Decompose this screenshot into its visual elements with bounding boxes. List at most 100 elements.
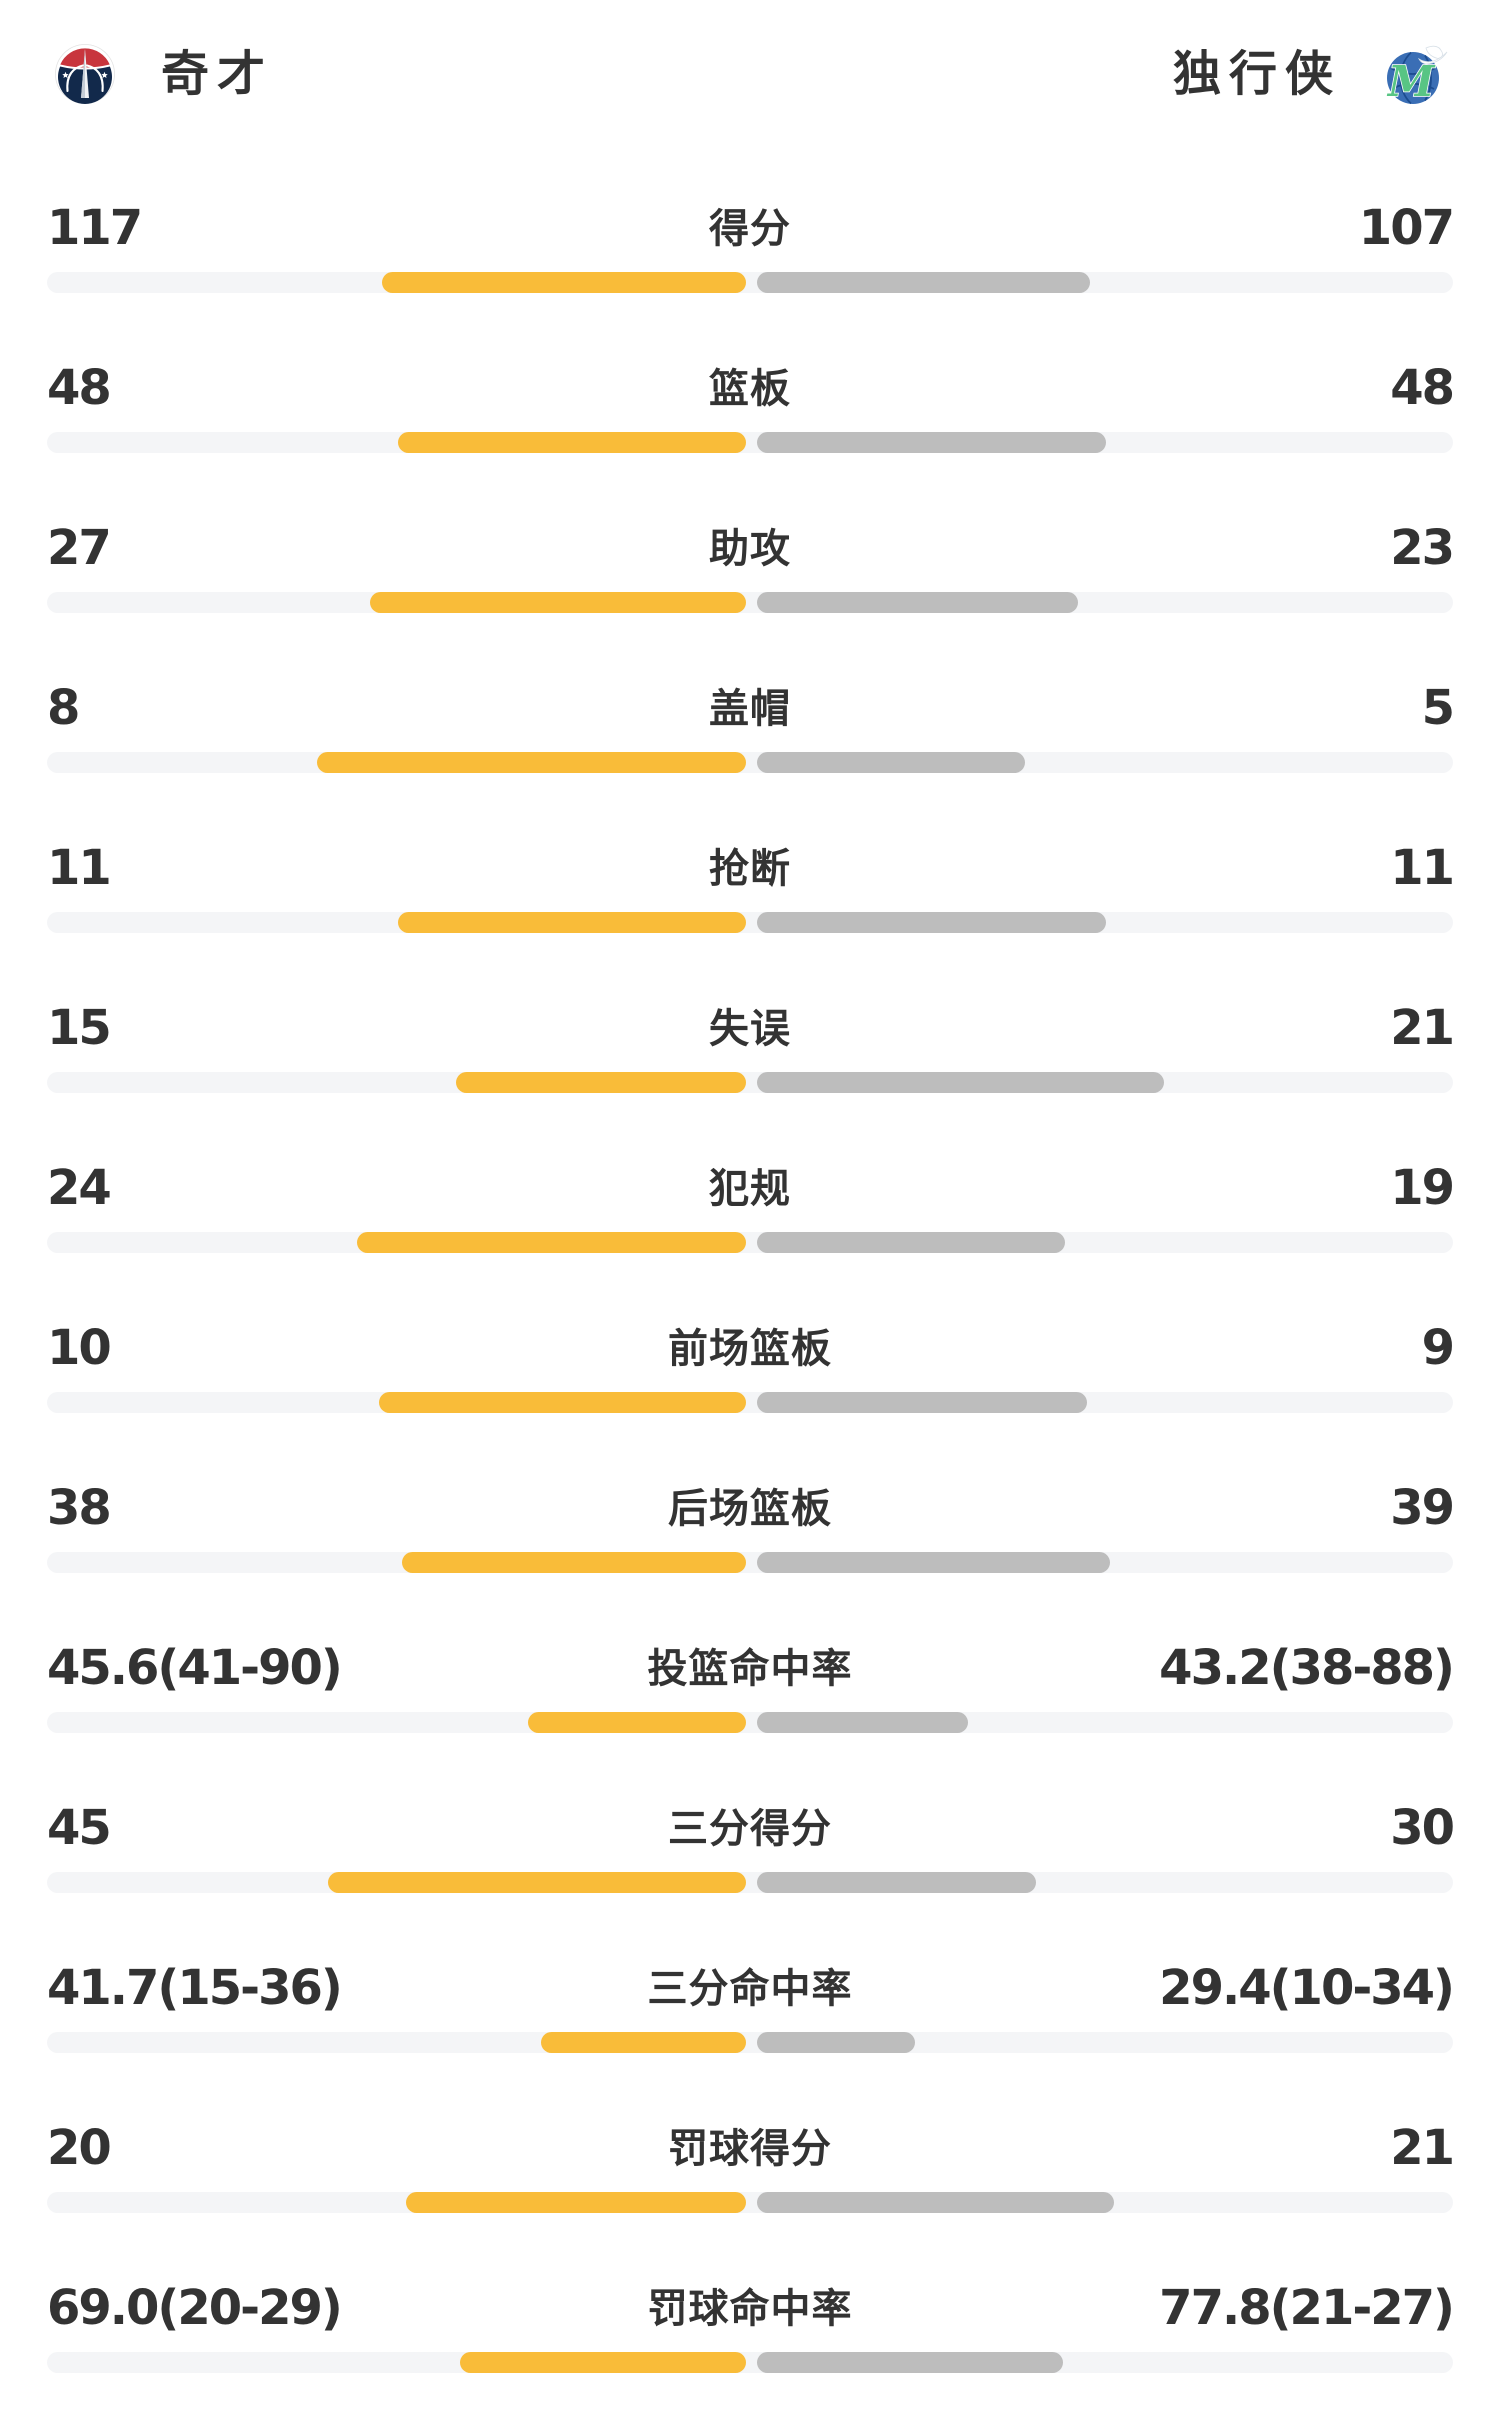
stat-bar-left: [317, 752, 746, 773]
stat-value-right: 5: [1421, 680, 1455, 736]
stat-row: 10 前场篮板 9: [0, 1310, 1500, 1470]
stat-row: 48 篮板 48: [0, 350, 1500, 510]
stat-value-left: 15: [47, 1000, 112, 1056]
stat-label: 助攻: [709, 526, 791, 572]
team-right: 独行侠 M: [1173, 43, 1451, 105]
mavericks-logo: M: [1385, 45, 1448, 105]
stat-label: 篮板: [709, 366, 791, 412]
stat-bar-right: [757, 1712, 968, 1733]
stat-text-line: 15 失误 21: [0, 1003, 1500, 1053]
team-right-name: 独行侠: [1172, 46, 1341, 102]
stat-bar-left: [398, 432, 746, 453]
stat-value-right: 48: [1390, 360, 1455, 416]
stat-label: 三分命中率: [647, 1966, 853, 2012]
stat-row: 41.7(15-36) 三分命中率 29.4(10-34): [0, 1950, 1500, 2110]
stat-bar-track: [47, 752, 1453, 773]
stat-row: 117 得分 107: [0, 190, 1500, 350]
stat-row: 69.0(20-29) 罚球命中率 77.8(21-27): [0, 2270, 1500, 2430]
stat-bar-right: [757, 1232, 1065, 1253]
stat-bar-right: [757, 2352, 1063, 2373]
stat-row: 38 后场篮板 39: [0, 1470, 1500, 1630]
stat-bar-right: [757, 1072, 1164, 1093]
stat-label: 罚球命中率: [647, 2286, 853, 2332]
stat-bar-right: [757, 2032, 915, 2053]
stat-value-left: 20: [47, 2120, 112, 2176]
stat-value-left: 45: [47, 1800, 112, 1856]
stat-bar-track: [47, 1072, 1453, 1093]
stat-value-left: 117: [47, 200, 143, 256]
wizards-logo: [55, 44, 115, 104]
stat-bar-track: [47, 432, 1453, 453]
stat-label: 盖帽: [709, 686, 791, 732]
stat-bar-right: [757, 912, 1106, 933]
stat-text-line: 27 助攻 23: [0, 523, 1500, 573]
stat-text-line: 45 三分得分 30: [0, 1803, 1500, 1853]
stat-text-line: 69.0(20-29) 罚球命中率 77.8(21-27): [0, 2283, 1500, 2333]
stat-value-left: 27: [47, 520, 112, 576]
stat-value-left: 45.6(41-90): [47, 1640, 343, 1696]
svg-text:M: M: [1386, 57, 1436, 105]
stat-text-line: 8 盖帽 5: [0, 683, 1500, 733]
stat-value-left: 48: [47, 360, 112, 416]
stat-value-right: 11: [1390, 840, 1455, 896]
stat-row: 27 助攻 23: [0, 510, 1500, 670]
stat-bar-track: [47, 1712, 1453, 1733]
stat-bar-right: [757, 1872, 1036, 1893]
stat-label: 犯规: [709, 1166, 791, 1212]
stat-bar-track: [47, 592, 1453, 613]
stat-bar-left: [370, 592, 746, 613]
stat-bar-track: [47, 1232, 1453, 1253]
stat-bar-right: [757, 272, 1090, 293]
stat-bar-left: [528, 1712, 746, 1733]
stat-row: 8 盖帽 5: [0, 670, 1500, 830]
stat-bar-right: [757, 1552, 1110, 1573]
stat-label: 后场篮板: [668, 1486, 832, 1532]
stat-bar-right: [757, 432, 1106, 453]
stat-value-right: 19: [1390, 1160, 1455, 1216]
stat-value-right: 23: [1390, 520, 1455, 576]
stat-value-right: 29.4(10-34): [1159, 1960, 1455, 2016]
stat-row: 24 犯规 19: [0, 1150, 1500, 1310]
stat-bar-right: [757, 752, 1025, 773]
stat-label: 抢断: [709, 846, 791, 892]
stat-row: 45 三分得分 30: [0, 1790, 1500, 1950]
stat-value-right: 30: [1390, 1800, 1455, 1856]
stat-value-left: 41.7(15-36): [47, 1960, 343, 2016]
stat-label: 投篮命中率: [647, 1646, 853, 1692]
stat-bar-track: [47, 1872, 1453, 1893]
stat-label: 前场篮板: [668, 1326, 832, 1372]
stat-text-line: 11 抢断 11: [0, 843, 1500, 893]
stat-value-right: 107: [1358, 200, 1455, 256]
team-left: 奇才: [55, 44, 273, 104]
stat-text-line: 10 前场篮板 9: [0, 1323, 1500, 1373]
stat-label: 罚球得分: [668, 2126, 832, 2172]
team-left-name: 奇才: [161, 46, 274, 102]
stat-bar-left: [328, 1872, 746, 1893]
stat-value-right: 21: [1390, 1000, 1455, 1056]
stat-text-line: 45.6(41-90) 投篮命中率 43.2(38-88): [0, 1643, 1500, 1693]
stat-text-line: 41.7(15-36) 三分命中率 29.4(10-34): [0, 1963, 1500, 2013]
stat-bar-right: [757, 592, 1078, 613]
stat-bar-track: [47, 2032, 1453, 2053]
stat-bar-left: [382, 272, 746, 293]
stat-value-left: 11: [47, 840, 112, 896]
stat-bar-track: [47, 1392, 1453, 1413]
stat-value-left: 24: [47, 1160, 112, 1216]
stat-bar-left: [398, 912, 746, 933]
stat-value-right: 21: [1390, 2120, 1455, 2176]
stat-value-left: 8: [47, 680, 80, 736]
stat-bar-right: [757, 1392, 1087, 1413]
stat-bar-left: [357, 1232, 746, 1253]
stat-text-line: 24 犯规 19: [0, 1163, 1500, 1213]
stat-value-right: 39: [1390, 1480, 1455, 1536]
stat-label: 失误: [709, 1006, 791, 1052]
stat-value-right: 43.2(38-88): [1159, 1640, 1455, 1696]
stats-list: 117 得分 107 48 篮板 48 27 助攻 23: [0, 190, 1500, 2430]
header: 奇才 独行侠 M: [0, 0, 1500, 106]
stat-value-right: 77.8(21-27): [1159, 2280, 1455, 2336]
stat-value-left: 10: [47, 1320, 112, 1376]
stat-bar-left: [460, 2352, 746, 2373]
stat-value-left: 69.0(20-29): [47, 2280, 343, 2336]
stat-value-right: 9: [1421, 1320, 1455, 1376]
